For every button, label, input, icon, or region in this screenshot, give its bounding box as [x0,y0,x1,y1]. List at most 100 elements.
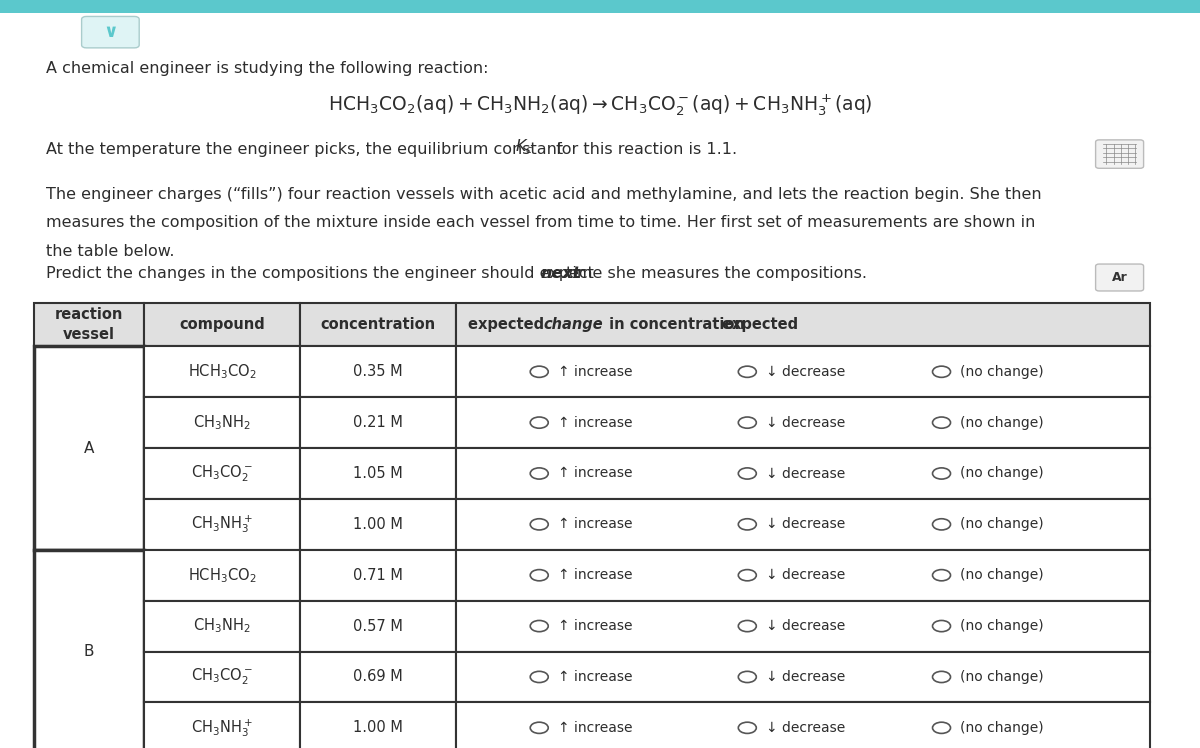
Text: expected: expected [468,317,550,332]
Text: ↓ decrease: ↓ decrease [766,365,845,378]
Text: 1.05 M: 1.05 M [353,466,403,481]
Bar [34,550,144,748]
Bar [34,303,144,346]
Circle shape [530,570,548,581]
Bar [456,601,1150,652]
Text: 1.00 M: 1.00 M [353,720,403,735]
Bar [300,652,456,702]
FancyBboxPatch shape [82,16,139,48]
Circle shape [932,519,950,530]
FancyBboxPatch shape [1096,140,1144,168]
Circle shape [932,468,950,479]
Circle shape [530,672,548,683]
Text: ↓ decrease: ↓ decrease [766,416,845,429]
Circle shape [530,417,548,429]
Text: for this reaction is 1.1.: for this reaction is 1.1. [551,142,737,157]
Circle shape [738,519,756,530]
Circle shape [738,621,756,632]
Circle shape [738,570,756,581]
Bar [144,499,300,550]
Text: 0.69 M: 0.69 M [353,669,403,684]
Text: $\mathrm{CH_3NH_2}$: $\mathrm{CH_3NH_2}$ [193,617,251,636]
Text: A: A [84,441,94,456]
Bar [456,346,1150,397]
Text: (no change): (no change) [960,568,1044,582]
Text: time she measures the compositions.: time she measures the compositions. [562,266,868,281]
Circle shape [738,672,756,683]
Text: ↓ decrease: ↓ decrease [766,619,845,633]
Text: compound: compound [179,317,265,332]
Text: ↑ increase: ↑ increase [558,568,632,582]
Text: Predict the changes in the compositions the engineer should expect: Predict the changes in the compositions … [46,266,599,281]
Text: 0.21 M: 0.21 M [353,415,403,430]
Bar [300,550,456,601]
Text: $\mathrm{HCH_3CO_2(aq)+CH_3NH_2(aq)\rightarrow CH_3CO_2^-(aq)+CH_3NH_3^+(aq)}$: $\mathrm{HCH_3CO_2(aq)+CH_3NH_2(aq)\righ… [328,92,872,117]
Text: A chemical engineer is studying the following reaction:: A chemical engineer is studying the foll… [46,61,488,76]
Circle shape [932,723,950,734]
Text: in concentration: in concentration [604,317,744,332]
Circle shape [530,367,548,378]
Text: next: next [540,266,581,281]
Circle shape [932,570,950,581]
Text: ↑ increase: ↑ increase [558,467,632,480]
Bar [144,702,300,748]
Text: ↑ increase: ↑ increase [558,365,632,378]
Text: $\mathrm{CH_3NH_3^+}$: $\mathrm{CH_3NH_3^+}$ [191,513,253,536]
Text: ↓ decrease: ↓ decrease [766,721,845,735]
Bar [144,550,300,601]
Text: (no change): (no change) [960,670,1044,684]
Text: ↑ increase: ↑ increase [558,670,632,684]
Bar [456,702,1150,748]
Circle shape [738,367,756,378]
Bar [300,499,456,550]
Text: the table below.: the table below. [46,244,174,259]
Text: $\mathrm{HCH_3CO_2}$: $\mathrm{HCH_3CO_2}$ [187,566,257,585]
Circle shape [530,519,548,530]
Text: At the temperature the engineer picks, the equilibrium constant: At the temperature the engineer picks, t… [46,142,568,157]
Bar [144,397,300,448]
Bar [456,652,1150,702]
Text: $K_c$: $K_c$ [515,138,533,156]
Bar [0,0,1200,13]
Bar [456,448,1150,499]
Bar [300,397,456,448]
Text: measures the composition of the mixture inside each vessel from time to time. He: measures the composition of the mixture … [46,215,1034,230]
Bar [144,601,300,652]
Text: $\mathrm{CH_3NH_2}$: $\mathrm{CH_3NH_2}$ [193,414,251,432]
Circle shape [530,723,548,734]
Bar [300,448,456,499]
Bar [456,499,1150,550]
Bar [144,303,300,346]
FancyBboxPatch shape [1096,264,1144,291]
Circle shape [738,417,756,429]
Bar [456,397,1150,448]
Text: 0.35 M: 0.35 M [353,364,403,379]
Text: (no change): (no change) [960,467,1044,480]
Text: ↓ decrease: ↓ decrease [766,518,845,531]
Text: ∨: ∨ [103,23,118,41]
Bar [300,601,456,652]
Circle shape [530,621,548,632]
Text: 1.00 M: 1.00 M [353,517,403,532]
Text: ↑ increase: ↑ increase [558,416,632,429]
Text: expected: expected [721,317,803,332]
Circle shape [738,468,756,479]
Bar [34,346,144,550]
Text: (no change): (no change) [960,518,1044,531]
Bar [144,652,300,702]
Bar [144,448,300,499]
Text: (no change): (no change) [960,416,1044,429]
Text: $\mathrm{HCH_3CO_2}$: $\mathrm{HCH_3CO_2}$ [187,363,257,381]
Text: 0.57 M: 0.57 M [353,619,403,634]
Text: (no change): (no change) [960,365,1044,378]
Text: change: change [544,317,604,332]
Circle shape [738,723,756,734]
Text: The engineer charges (“fills”) four reaction vessels with acetic acid and methyl: The engineer charges (“fills”) four reac… [46,187,1042,202]
Text: (no change): (no change) [960,619,1044,633]
Bar [456,550,1150,601]
Circle shape [932,672,950,683]
Bar [300,303,456,346]
Text: ↑ increase: ↑ increase [558,721,632,735]
Circle shape [932,417,950,429]
Bar [300,702,456,748]
